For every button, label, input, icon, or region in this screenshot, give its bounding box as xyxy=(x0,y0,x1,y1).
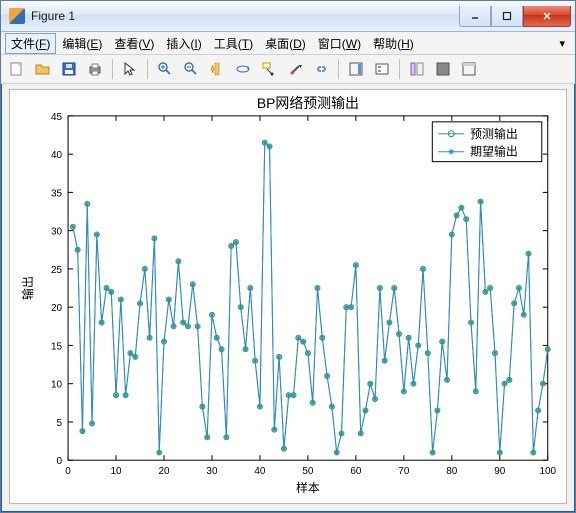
pointer-icon[interactable] xyxy=(118,57,142,81)
menu-v[interactable]: 查看(V) xyxy=(108,33,160,54)
colorbar-icon[interactable] xyxy=(344,57,368,81)
open-icon[interactable] xyxy=(31,57,55,81)
print-icon[interactable] xyxy=(83,57,107,81)
brush-icon[interactable]: ▾ xyxy=(283,57,307,81)
svg-text:0: 0 xyxy=(57,456,63,467)
chart-svg: 0 10 20 30 40 50 60 70 80 90 100 0 5 10 15 20 25 30 35 40 45… xyxy=(10,90,566,503)
svg-text:30: 30 xyxy=(51,227,63,238)
menu-d[interactable]: 桌面(D) xyxy=(259,33,312,54)
save-icon[interactable] xyxy=(57,57,81,81)
maximize-button[interactable] xyxy=(491,6,523,27)
show-tools-icon[interactable] xyxy=(457,57,481,81)
svg-text:40: 40 xyxy=(254,466,266,477)
matlab-icon xyxy=(9,8,25,24)
menubar-overflow-icon[interactable]: ▾ xyxy=(553,37,571,50)
svg-text:输出: 输出 xyxy=(20,276,35,300)
close-button[interactable] xyxy=(523,6,571,27)
toolbar: ▾ xyxy=(1,55,575,84)
window-controls xyxy=(459,6,571,26)
toolbar-separator xyxy=(338,59,339,79)
toolbar-separator xyxy=(399,59,400,79)
svg-text:BP网络预测输出: BP网络预测输出 xyxy=(257,95,359,111)
svg-text:样本: 样本 xyxy=(296,480,320,495)
svg-text:50: 50 xyxy=(302,466,314,477)
svg-text:10: 10 xyxy=(111,466,123,477)
menubar: 文件(F)编辑(E)查看(V)插入(I)工具(T)桌面(D)窗口(W)帮助(H)… xyxy=(1,32,575,55)
link-icon[interactable] xyxy=(309,57,333,81)
menu-w[interactable]: 窗口(W) xyxy=(312,33,367,54)
svg-text:80: 80 xyxy=(446,466,458,477)
ploteditor-icon[interactable] xyxy=(405,57,429,81)
toolbar-separator xyxy=(112,59,113,79)
window-title: Figure 1 xyxy=(31,9,75,23)
rotate3d-icon[interactable] xyxy=(231,57,255,81)
svg-text:70: 70 xyxy=(398,466,410,477)
svg-text:▾: ▾ xyxy=(299,64,302,70)
menu-e[interactable]: 编辑(E) xyxy=(56,33,108,54)
zoom-out-icon[interactable] xyxy=(179,57,203,81)
svg-text:35: 35 xyxy=(51,188,63,199)
svg-text:40: 40 xyxy=(51,150,63,161)
svg-text:期望输出: 期望输出 xyxy=(470,144,518,159)
svg-text:预测输出: 预测输出 xyxy=(470,126,518,141)
datacursor-icon[interactable] xyxy=(257,57,281,81)
svg-text:30: 30 xyxy=(206,466,218,477)
axes-panel[interactable]: 0 10 20 30 40 50 60 70 80 90 100 0 5 10 15 20 25 30 35 40 45… xyxy=(9,89,567,504)
svg-text:20: 20 xyxy=(51,303,63,314)
new-figure-icon[interactable] xyxy=(5,57,29,81)
legend-icon[interactable] xyxy=(370,57,394,81)
svg-text:100: 100 xyxy=(539,466,556,477)
minimize-button[interactable] xyxy=(459,6,491,27)
menu-t[interactable]: 工具(T) xyxy=(208,33,259,54)
svg-text:5: 5 xyxy=(57,418,63,429)
zoom-in-icon[interactable] xyxy=(153,57,177,81)
pan-icon[interactable] xyxy=(205,57,229,81)
menu-f[interactable]: 文件(F) xyxy=(5,33,56,54)
figure-window: Figure 1 文件(F)编辑(E)查看(V)插入(I)工具(T)桌面(D)窗… xyxy=(0,0,576,513)
titlebar[interactable]: Figure 1 xyxy=(1,1,575,32)
menu-h[interactable]: 帮助(H) xyxy=(367,33,420,54)
svg-text:10: 10 xyxy=(51,380,63,391)
svg-text:15: 15 xyxy=(51,341,63,352)
svg-text:20: 20 xyxy=(158,466,170,477)
svg-text:45: 45 xyxy=(51,112,63,123)
svg-text:90: 90 xyxy=(494,466,506,477)
toolbar-separator xyxy=(147,59,148,79)
svg-text:60: 60 xyxy=(350,466,362,477)
svg-text:0: 0 xyxy=(65,466,71,477)
menu-i[interactable]: 插入(I) xyxy=(160,33,207,54)
svg-text:25: 25 xyxy=(51,265,63,276)
hide-tools-icon[interactable] xyxy=(431,57,455,81)
